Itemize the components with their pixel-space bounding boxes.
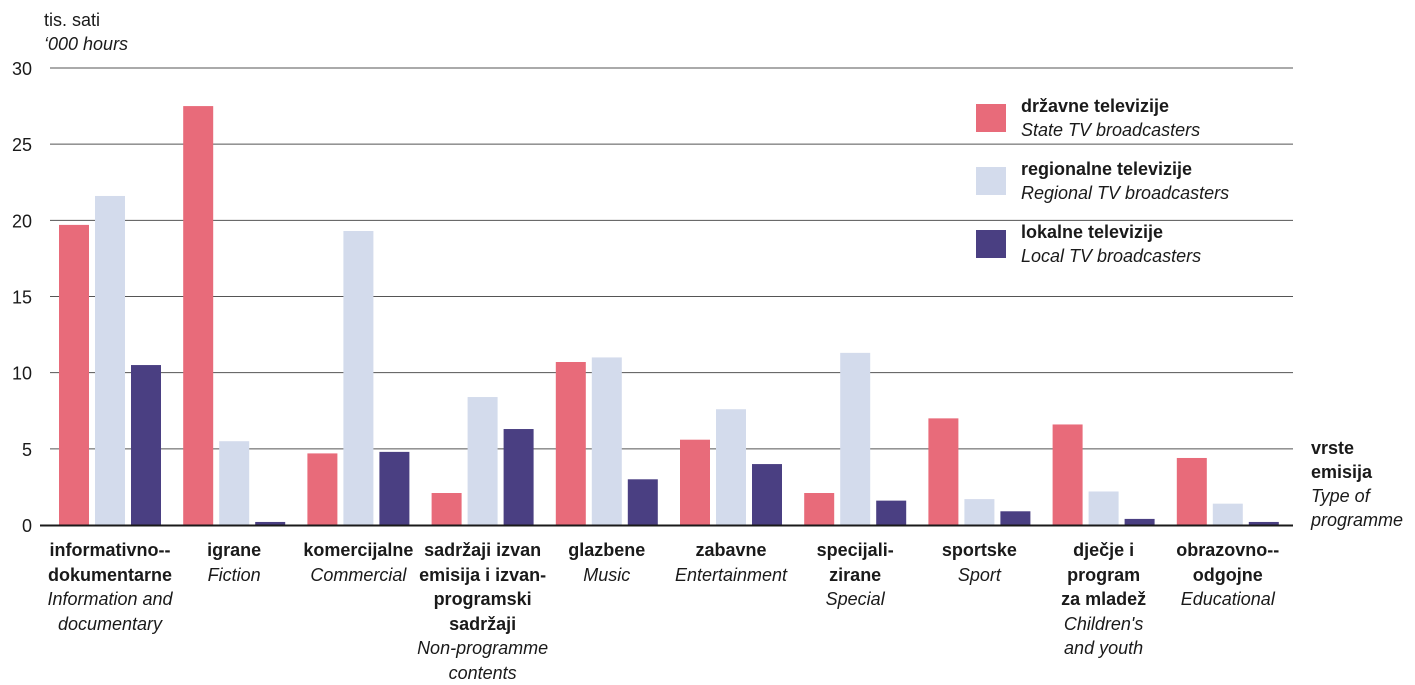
y-tick-label: 5 bbox=[22, 440, 32, 460]
y-tick-label: 25 bbox=[12, 135, 32, 155]
category-label-hr: sportske bbox=[941, 540, 1017, 560]
legend-label-regional-en: Regional TV broadcasters bbox=[1021, 183, 1230, 203]
legend-label-local: lokalne televizije bbox=[1021, 222, 1164, 242]
bar-state-3 bbox=[431, 493, 462, 525]
category-label-hr: glazbene bbox=[568, 540, 646, 560]
bar-state-5 bbox=[680, 439, 710, 525]
bar-regional-0 bbox=[95, 195, 125, 525]
bar-state-4 bbox=[555, 362, 586, 525]
category-label: igrane Fiction bbox=[169, 538, 299, 587]
y-tick-label: 20 bbox=[12, 211, 32, 231]
category-label-en: Entertainment bbox=[674, 564, 788, 585]
bar-regional-2 bbox=[343, 230, 374, 525]
bar-local-0 bbox=[131, 365, 161, 525]
category-label: sportske Sport bbox=[914, 538, 1044, 587]
category-label-hr: specijali-zirane bbox=[816, 540, 894, 585]
bar-regional-5 bbox=[716, 409, 746, 525]
bar-regional-9 bbox=[1212, 503, 1243, 525]
legend-label-regional: regionalne televizije bbox=[1021, 159, 1193, 179]
bar-local-8 bbox=[1124, 518, 1155, 525]
gridlines bbox=[50, 67, 1293, 450]
bar-regional-3 bbox=[467, 397, 498, 525]
bar-local-2 bbox=[379, 451, 410, 525]
y-axis-title: tis. sati ‘000 hours bbox=[44, 8, 128, 56]
category-label-hr: obrazovno--odgojne bbox=[1176, 540, 1280, 585]
y-tick-label: 15 bbox=[12, 288, 32, 308]
bar-state-8 bbox=[1052, 424, 1083, 525]
category-label: dječje i program za mladež Children's and… bbox=[1056, 538, 1151, 661]
legend-label-local-en: Local TV broadcasters bbox=[1021, 246, 1202, 266]
y-tick-label: 30 bbox=[12, 59, 32, 79]
category-label-hr: dječje i program za mladež bbox=[1061, 540, 1147, 609]
category-label-hr: sadržaji izvan emisija i izvan-programsk… bbox=[419, 540, 547, 634]
bar-regional-1 bbox=[219, 441, 250, 525]
bar-state-1 bbox=[183, 106, 214, 525]
legend-label-state: državne televizije bbox=[1021, 96, 1170, 116]
category-label-en: Commercial bbox=[310, 564, 407, 585]
category-label-hr: zabavne bbox=[695, 540, 767, 560]
bar-state-0 bbox=[59, 224, 89, 526]
x-axis-title-en: Type of programme bbox=[1311, 486, 1404, 530]
bar-regional-7 bbox=[964, 499, 995, 525]
legend-swatch-local bbox=[976, 230, 1006, 258]
category-label: obrazovno--odgojne Educational bbox=[1163, 538, 1293, 612]
bar-regional-6 bbox=[840, 352, 871, 525]
bar-local-3 bbox=[503, 429, 534, 525]
bar-local-1 bbox=[255, 521, 286, 525]
category-label-hr: informativno--dokumentarne bbox=[47, 540, 173, 585]
category-label-en: Sport bbox=[957, 564, 1001, 585]
bar-state-6 bbox=[804, 493, 835, 525]
bar-local-5 bbox=[752, 464, 782, 525]
y-tick-label: 0 bbox=[22, 516, 32, 536]
bar-state-2 bbox=[307, 453, 338, 525]
category-label: informativno--dokumentarne Information an… bbox=[45, 538, 175, 636]
bar-regional-4 bbox=[591, 357, 622, 525]
category-label: zabavne Entertainment bbox=[666, 538, 796, 587]
category-label-en: Special bbox=[825, 589, 885, 609]
bar-local-7 bbox=[1000, 511, 1031, 525]
category-label-hr: komercijalne bbox=[303, 540, 414, 560]
category-label-en: Fiction bbox=[207, 564, 261, 585]
category-label-en: Information and documentary bbox=[47, 589, 173, 634]
legend-swatch-regional bbox=[976, 167, 1006, 195]
category-label-en: Non-programme contents bbox=[417, 638, 549, 683]
category-label: glazbene Music bbox=[542, 538, 672, 587]
legend-label-state-en: State TV broadcasters bbox=[1021, 120, 1201, 140]
bar-state-9 bbox=[1176, 457, 1207, 525]
y-axis-title-en: ‘000 hours bbox=[44, 34, 129, 54]
legend-swatch-state bbox=[976, 104, 1006, 132]
category-label-en: Educational bbox=[1180, 589, 1275, 609]
bar-state-7 bbox=[928, 418, 959, 525]
y-tick-label: 10 bbox=[12, 364, 32, 384]
bar-local-9 bbox=[1248, 521, 1279, 525]
category-label: sadržaji izvan emisija i izvan-programsk… bbox=[408, 538, 558, 685]
x-axis-title: vrste emisija Type of programme bbox=[1311, 436, 1411, 532]
category-label: komercijalne Commercial bbox=[288, 538, 428, 587]
y-axis-title-hr: tis. sati bbox=[44, 10, 101, 30]
category-label: specijali-zirane Special bbox=[810, 538, 900, 612]
category-label-en: Music bbox=[583, 564, 631, 585]
bar-local-4 bbox=[627, 479, 658, 525]
category-label-en: Children's and youth bbox=[1063, 613, 1144, 659]
category-label-hr: igrane bbox=[207, 540, 262, 560]
bars bbox=[59, 106, 1279, 526]
y-tick-labels: 0 5 10 15 20 25 30 bbox=[12, 59, 32, 536]
bar-local-6 bbox=[876, 500, 907, 525]
x-axis-title-hr: vrste emisija bbox=[1311, 438, 1373, 482]
bar-regional-8 bbox=[1088, 491, 1119, 525]
